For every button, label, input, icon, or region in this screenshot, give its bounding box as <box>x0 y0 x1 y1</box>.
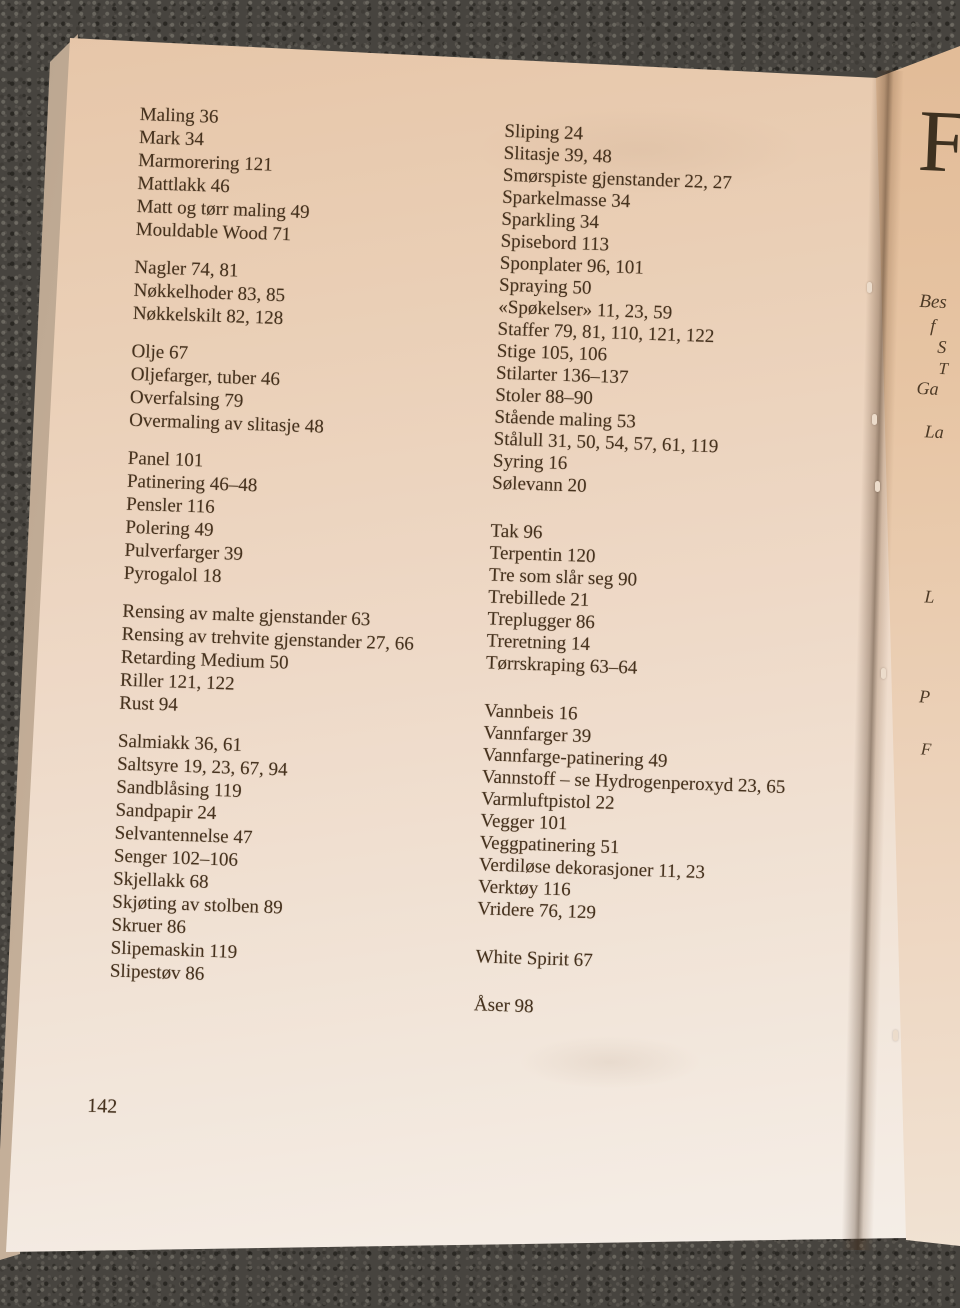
index-group: White Spirit 67 <box>475 946 779 979</box>
next-page-text-fragment: F <box>920 739 931 759</box>
next-page-text-fragment: T <box>938 359 948 379</box>
next-page-text-fragment: Bes <box>919 291 947 314</box>
binding-stitch <box>875 481 880 492</box>
next-page-text-fragment: P <box>919 686 931 707</box>
carpet-background: { "book_index": { "page_number": "142", … <box>0 0 960 1280</box>
next-page-text-fragment: S <box>937 337 947 358</box>
next-page-text-fragment: Ga <box>916 378 939 400</box>
index-group: Åser 98 <box>474 994 778 1027</box>
page-number: 142 <box>87 1095 118 1119</box>
next-page-text-fragment: L <box>924 586 935 607</box>
next-page-text-fragment: f <box>930 315 936 336</box>
binding-stitch <box>867 282 872 293</box>
index-entry: Åser 98 <box>474 994 778 1027</box>
index-entry: White Spirit 67 <box>475 946 779 979</box>
binding-stitch <box>872 414 877 425</box>
next-page-text-fragment: La <box>924 421 944 443</box>
binding-stitch <box>881 668 886 679</box>
binding-stitch <box>893 1030 898 1041</box>
